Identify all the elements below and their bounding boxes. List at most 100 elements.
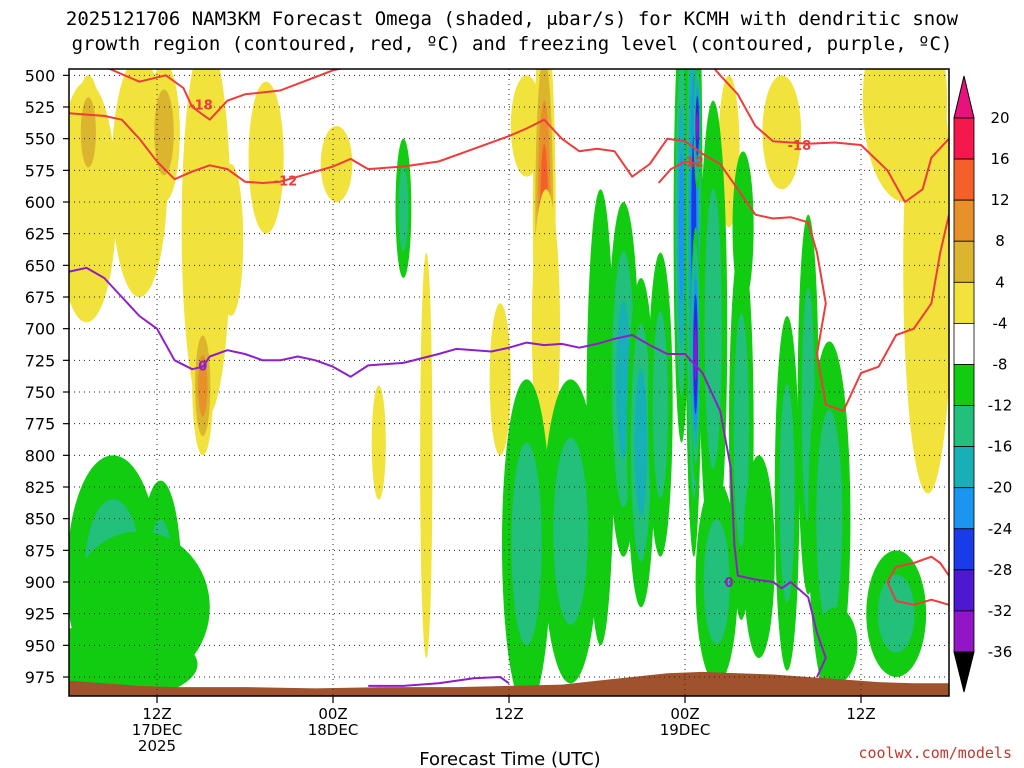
y-tick-label: 925 (25, 605, 56, 624)
colorbar-tick-label: -8 (993, 355, 1008, 373)
colorbar-tick-label: 20 (990, 109, 1009, 127)
colorbar-tick-label: -32 (988, 602, 1013, 620)
colorbar-band (953, 240, 975, 283)
colorbar-max-arrow (953, 75, 975, 119)
y-tick-label: 975 (25, 668, 56, 687)
x-tick-label: 18DEC (308, 721, 359, 739)
colorbar-tick-label: -12 (988, 397, 1013, 415)
x-tick-label: 2025 (138, 737, 176, 755)
colorbar-tick-label: 12 (990, 191, 1009, 209)
plot-area: -18 -18 -12 -12 00 (69, 69, 949, 696)
y-tick-label: 525 (25, 98, 56, 117)
freezing-contour-line (368, 676, 510, 687)
y-tick-label: 575 (25, 161, 56, 180)
colorbar-band (953, 446, 975, 489)
grid-lines (69, 69, 949, 696)
colorbar-min-arrow (953, 651, 975, 693)
omega-shade-blob (733, 313, 749, 547)
colorbar-tick-label: -20 (988, 479, 1013, 497)
omega-shade-blob (218, 164, 244, 316)
x-tick-label: 19DEC (660, 721, 711, 739)
chart-title-line2: growth region (contoured, red, ºC) and f… (72, 33, 953, 55)
x-tick-label: 00Z (670, 705, 699, 723)
x-tick-label: 17DEC (132, 721, 183, 739)
omega-shade-blob (80, 97, 96, 168)
x-tick-label: 12Z (846, 705, 875, 723)
omega-shade-blob (743, 455, 775, 658)
dgz-contour-line (107, 69, 344, 121)
y-tick-label: 675 (25, 288, 56, 307)
omega-shade-blob (586, 189, 615, 646)
y-tick-label: 700 (25, 320, 56, 339)
omega-shade-blob (616, 300, 631, 459)
y-tick-label: 500 (25, 66, 56, 85)
terrain-layer (69, 671, 949, 696)
omega-shade-blob (154, 89, 174, 176)
colorbar-tick-label: -4 (993, 314, 1008, 332)
omega-shade-blob (678, 152, 685, 303)
omega-shade-blob (553, 437, 588, 625)
dgz-contour-line (69, 112, 949, 412)
y-tick-label: 950 (25, 636, 56, 655)
colorbar-band (953, 528, 975, 571)
colorbar-band (953, 487, 975, 530)
y-tick-label: 625 (25, 225, 56, 244)
y-tick-label: 850 (25, 510, 56, 529)
colorbar: 20 16 12 8 4 -4 -8 -12 -16 -20 -24 -28 -32 -36 (953, 75, 1013, 693)
omega-shade-blob (69, 626, 198, 696)
dgz-contour-line (713, 69, 949, 203)
dgz-contour-label: -18 (189, 98, 213, 113)
omega-shade-blob (248, 81, 284, 234)
omega-shade-blob (877, 574, 915, 653)
colorbar-tick-label: 8 (995, 232, 1005, 250)
omega-shade-blob (903, 69, 949, 494)
y-tick-label: 775 (25, 415, 56, 434)
colorbar-tick-label: 16 (990, 150, 1009, 168)
dgz-contour-label: -12 (274, 174, 298, 189)
omega-shade-blob (634, 369, 648, 516)
terrain-fill (69, 671, 949, 696)
colorbar-band (953, 158, 975, 201)
x-tick-label: 00Z (318, 705, 347, 723)
omega-shade-blob (703, 519, 730, 645)
freezing-level-contours: 00 (69, 266, 827, 687)
omega-shade-blob (695, 112, 699, 140)
y-tick-label: 650 (25, 256, 56, 275)
y-tick-label: 600 (25, 193, 56, 212)
omega-shade-blob (779, 384, 795, 603)
y-tick-label: 875 (25, 541, 56, 560)
credit-text: coolwx.com/models (858, 744, 1012, 762)
colorbar-tick-label: -28 (988, 561, 1013, 579)
freezing-contour-line (69, 266, 827, 678)
colorbar-tick-label: -36 (988, 643, 1013, 661)
colorbar-tick-label: -24 (988, 520, 1013, 538)
omega-shade-blob (732, 151, 754, 304)
dgz-contour-line (886, 581, 949, 606)
omega-shade-blob (762, 75, 802, 190)
y-tick-label: 800 (25, 446, 56, 465)
y-tick-label: 725 (25, 351, 56, 370)
x-tick-label: 12Z (494, 705, 523, 723)
x-tick-label: 12Z (142, 705, 171, 723)
y-tick-label: 550 (25, 130, 56, 149)
colorbar-band (953, 610, 975, 653)
omega-shade-blob (420, 252, 433, 658)
omega-shade-blob (398, 165, 409, 252)
omega-shade-blob (694, 327, 698, 381)
omega-shade-blob (704, 188, 722, 469)
omega-shade-blob (531, 189, 561, 469)
omega-shade-blob (198, 354, 208, 417)
colorbar-band (953, 281, 975, 324)
dgz-contour-line (886, 555, 949, 583)
colorbar-band (953, 322, 975, 365)
omega-shade-blob (652, 311, 668, 499)
pressure-axis: 500 525 550 575 600 625 650 675 700 725 750 775 800 8… (25, 66, 69, 687)
colorbar-tick-label: 4 (995, 273, 1005, 291)
colorbar-band (953, 405, 975, 448)
dgz-contour-label: -12 (680, 155, 704, 170)
dgz-contour-label: -18 (788, 139, 812, 154)
x-axis-label: Forecast Time (UTC) (419, 749, 600, 768)
colorbar-tick-label: -16 (988, 438, 1013, 456)
y-tick-label: 825 (25, 478, 56, 497)
